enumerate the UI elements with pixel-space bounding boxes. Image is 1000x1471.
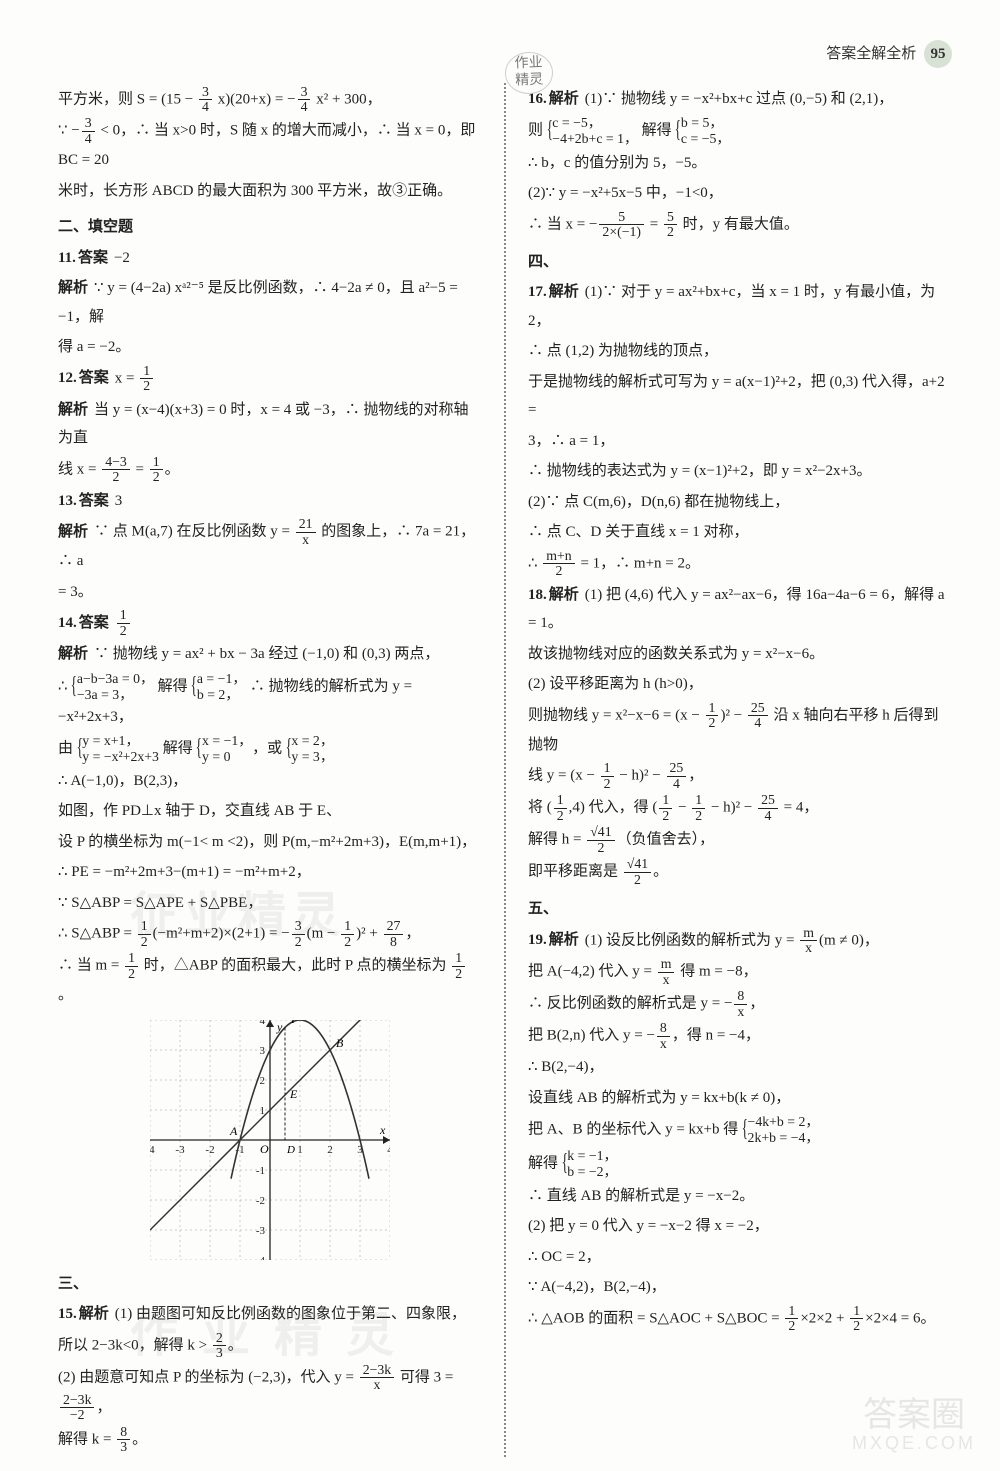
text-line: 解析∵ 点 M(a,7) 在反比例函数 y = 21x 的图象上，∴ 7a = … xyxy=(58,517,482,575)
svg-text:x: x xyxy=(379,1123,386,1137)
header-title: 答案全解全析 xyxy=(826,46,916,62)
text-line: ∴ {a−b−3a = 0，−3a = 3， 解得 {a = −1，b = 2，… xyxy=(58,671,482,731)
svg-text:3: 3 xyxy=(260,1045,266,1057)
answer-line: 13.答案3 xyxy=(58,487,482,516)
page-header: 答案全解全析 95 xyxy=(58,40,952,69)
svg-text:-4: -4 xyxy=(150,1144,155,1156)
text-line: (2)∵ 点 C(m,6)，D(n,6) 都在抛物线上， xyxy=(528,488,952,517)
svg-text:4: 4 xyxy=(260,1020,266,1027)
text-line: ∴ 当 m = 12 时，△ABP 的面积最大，此时 P 点的横坐标为 12。 xyxy=(58,951,482,1009)
section-heading: 三、 xyxy=(58,1270,482,1299)
section-heading: 二、填空题 xyxy=(58,213,482,242)
svg-text:-3: -3 xyxy=(256,1225,266,1237)
svg-text:1: 1 xyxy=(297,1144,303,1156)
svg-text:y: y xyxy=(276,1020,283,1034)
text-line: ∴ m+n2 = 1，∴ m+n = 2。 xyxy=(528,549,952,579)
text-line: ∴ S△ABP = 12(−m²+m+2)×(2+1) = −32(m − 12… xyxy=(58,919,482,949)
text-line: 线 y = (x − 12 − h)² − 254， xyxy=(528,761,952,791)
svg-text:-1: -1 xyxy=(256,1165,265,1177)
text-line: 3，∴ a = 1， xyxy=(528,427,952,456)
text-line: 米时，长方形 ABCD 的最大面积为 300 平方米，故③正确。 xyxy=(58,177,482,206)
svg-text:O: O xyxy=(260,1142,269,1156)
text-line: 由 {y = x+1，y = −x²+2x+3 解得 {x = −1，y = 0… xyxy=(58,733,482,765)
text-line: 解析∵ 抛物线 y = ax² + bx − 3a 经过 (−1,0) 和 (0… xyxy=(58,640,482,669)
text-line: 则 {c = −5，−4+2b+c = 1， 解得 {b = 5，c = −5， xyxy=(528,115,952,147)
text-line: 解析∵ y = (4−2a) xᵃ²⁻⁵ 是反比例函数，∴ 4−2a ≠ 0，且… xyxy=(58,274,482,331)
text-line: ∴ 直线 AB 的解析式是 y = −x−2。 xyxy=(528,1182,952,1211)
text-line: ∴ b，c 的值分别为 5，−5。 xyxy=(528,149,952,178)
left-column: 平方米，则 S = (15 − 34 x)(20+x) = −34 x² + 3… xyxy=(58,83,482,1457)
text-line: 16.解析(1)∵ 抛物线 y = −x²+bx+c 过点 (0,−5) 和 (… xyxy=(528,85,952,114)
text-line: ∴ 点 C、D 关于直线 x = 1 对称， xyxy=(528,518,952,547)
text-line: (2) 由题意可知点 P 的坐标为 (−2,3)，代入 y = 2−3kx 可得… xyxy=(58,1363,482,1423)
text-line: 解析当 y = (x−4)(x+3) = 0 时，x = 4 或 −3，∴ 抛物… xyxy=(58,396,482,453)
text-line: 把 B(2,n) 代入 y = −8x，得 n = −4， xyxy=(528,1021,952,1051)
text-line: ∴ △AOB 的面积 = S△AOC + S△BOC = 12×2×2 + 12… xyxy=(528,1304,952,1334)
svg-text:-2: -2 xyxy=(205,1144,214,1156)
text-line: 19.解析(1) 设反比例函数的解析式为 y = mx(m ≠ 0)， xyxy=(528,926,952,956)
text-line: ∴ 抛物线的表达式为 y = (x−1)²+2，即 y = x²−2x+3。 xyxy=(528,457,952,486)
answer-line: 14.答案12 xyxy=(58,608,482,638)
text-line: ∵ S△ABP = S△APE + S△PBE， xyxy=(58,889,482,918)
svg-text:-4: -4 xyxy=(256,1255,266,1260)
text-line: (2)∵ y = −x²+5x−5 中，−1<0， xyxy=(528,179,952,208)
svg-text:2: 2 xyxy=(260,1075,266,1087)
answer-line: 12.答案x = 12 xyxy=(58,364,482,394)
text-line: 解得 k = 83。 xyxy=(58,1425,482,1455)
text-line: ∴ OC = 2， xyxy=(528,1243,952,1272)
content-columns: 平方米，则 S = (15 − 34 x)(20+x) = −34 x² + 3… xyxy=(58,83,952,1457)
parabola-graph: -4-3-2-11234-4-3-2-11234yxPBAEOD xyxy=(150,1020,390,1260)
text-line: 18.解析(1) 把 (4,6) 代入 y = ax²−ax−6，得 16a−4… xyxy=(528,581,952,638)
svg-text:-2: -2 xyxy=(256,1195,265,1207)
column-divider xyxy=(504,83,506,1457)
text-line: 把 A(−4,2) 代入 y = mx 得 m = −8， xyxy=(528,957,952,987)
text-line: (2) 把 y = 0 代入 y = −x−2 得 x = −2， xyxy=(528,1212,952,1241)
text-line: ∴ 反比例函数的解析式是 y = −8x， xyxy=(528,989,952,1019)
text-line: (2) 设平移距离为 h (h>0)， xyxy=(528,670,952,699)
text-line: 平方米，则 S = (15 − 34 x)(20+x) = −34 x² + 3… xyxy=(58,85,482,115)
text-line: 即平移距离是 √412。 xyxy=(528,857,952,887)
text-line: 如图，作 PD⊥x 轴于 D，交直线 AB 于 E、 xyxy=(58,797,482,826)
svg-text:2: 2 xyxy=(327,1144,333,1156)
svg-text:4: 4 xyxy=(387,1144,390,1156)
svg-text:A: A xyxy=(229,1124,238,1138)
svg-text:D: D xyxy=(286,1144,295,1156)
right-column: 16.解析(1)∵ 抛物线 y = −x²+bx+c 过点 (0,−5) 和 (… xyxy=(528,83,952,1457)
text-line: 得 a = −2。 xyxy=(58,333,482,362)
text-line: 则抛物线 y = x²−x−6 = (x − 12)² − 254 沿 x 轴向… xyxy=(528,701,952,759)
text-line: 把 A、B 的坐标代入 y = kx+b 得 {−4k+b = 2，2k+b =… xyxy=(528,1114,952,1146)
section-heading: 五、 xyxy=(528,895,952,924)
text-line: ∵ −34 < 0，∴ 当 x>0 时，S 随 x 的增大而减小，∴ 当 x =… xyxy=(58,116,482,174)
text-line: 解得 {k = −1，b = −2， xyxy=(528,1148,952,1180)
text-line: 17.解析(1)∵ 对于 y = ax²+bx+c，当 x = 1 时，y 有最… xyxy=(528,278,952,335)
text-line: ∴ 点 (1,2) 为抛物线的顶点， xyxy=(528,337,952,366)
text-line: 15.解析(1) 由题图可知反比例函数的图象位于第二、四象限， xyxy=(58,1300,482,1329)
text-line: 设 P 的横坐标为 m(−1< m <2)，则 P(m,−m²+2m+3)，E(… xyxy=(58,828,482,857)
svg-text:-3: -3 xyxy=(175,1144,185,1156)
text-line: ∴ 当 x = −52×(−1) = 52 时，y 有最大值。 xyxy=(528,210,952,240)
svg-text:E: E xyxy=(289,1087,298,1101)
text-line: 设直线 AB 的解析式为 y = kx+b(k ≠ 0)， xyxy=(528,1084,952,1113)
text-line: 将 (12,4) 代入，得 (12 − 12 − h)² − 254 = 4， xyxy=(528,793,952,823)
text-line: ∴ PE = −m²+2m+3−(m+1) = −m²+m+2， xyxy=(58,858,482,887)
text-line: 所以 2−3k<0，解得 k > 23。 xyxy=(58,1331,482,1361)
text-line: 于是抛物线的解析式可写为 y = a(x−1)²+2，把 (0,3) 代入得，a… xyxy=(528,368,952,425)
svg-text:P: P xyxy=(290,1020,299,1026)
text-line: ∵ A(−4,2)，B(2,−4)， xyxy=(528,1273,952,1302)
answer-line: 11.答案−2 xyxy=(58,244,482,273)
text-line: = 3。 xyxy=(58,578,482,607)
page-number: 95 xyxy=(924,40,952,68)
text-line: 故该抛物线对应的函数关系式为 y = x²−x−6。 xyxy=(528,640,952,669)
text-line: ∴ B(2,−4)， xyxy=(528,1053,952,1082)
text-line: ∴ A(−1,0)，B(2,3)， xyxy=(58,767,482,796)
svg-text:B: B xyxy=(336,1036,344,1050)
section-heading: 四、 xyxy=(528,248,952,277)
text-line: 解得 h = √412（负值舍去）， xyxy=(528,825,952,855)
text-line: 线 x = 4−32 = 12。 xyxy=(58,455,482,485)
